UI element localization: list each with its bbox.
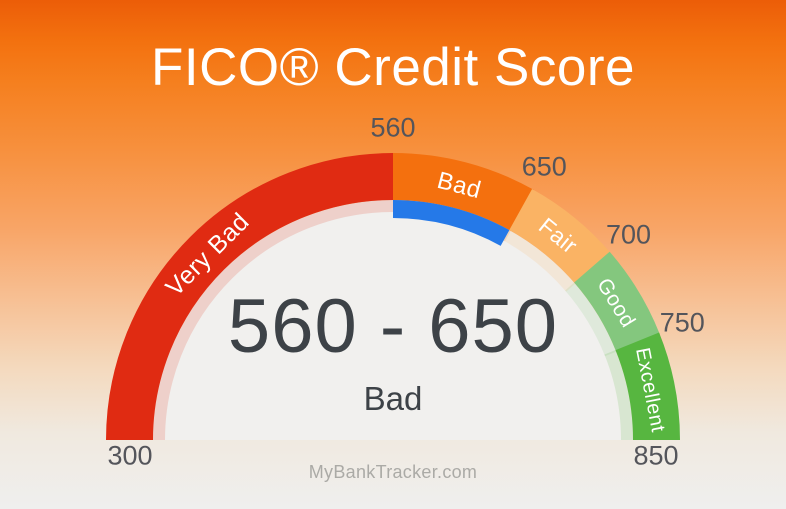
gauge-segment-bad	[392, 152, 534, 232]
tick-label-560: 560	[370, 112, 416, 143]
gauge-inner-circle	[153, 200, 633, 440]
score-summary: 560 - 650 Bad	[143, 284, 643, 417]
gauge-segment-fair	[508, 188, 611, 285]
score-range-value: 560 - 650	[227, 284, 559, 369]
tick-label-750: 750	[659, 307, 705, 338]
selected-range-arc	[392, 200, 510, 246]
gauge-shadow-good	[565, 282, 617, 357]
gauge-shadow-excellent	[604, 350, 634, 441]
tick-label-850: 850	[633, 440, 679, 471]
gauge-segment-good	[573, 251, 660, 353]
segment-label-fair: Fair	[533, 212, 583, 260]
gauge-shadow-fair	[503, 230, 576, 292]
tick-label-300: 300	[107, 440, 153, 471]
gauge-shadow-very-bad	[153, 199, 395, 441]
tick-label-700: 700	[605, 219, 651, 250]
page-title: FICO® Credit Score	[151, 38, 635, 97]
tick-label-650: 650	[521, 151, 567, 182]
score-rating-label: Bad	[363, 380, 423, 417]
gauge-segment-very-bad	[106, 152, 395, 441]
source-attribution: MyBankTracker.com	[308, 462, 478, 482]
gauge-segment-excellent	[615, 332, 680, 441]
segment-label-bad: Bad	[433, 167, 484, 205]
